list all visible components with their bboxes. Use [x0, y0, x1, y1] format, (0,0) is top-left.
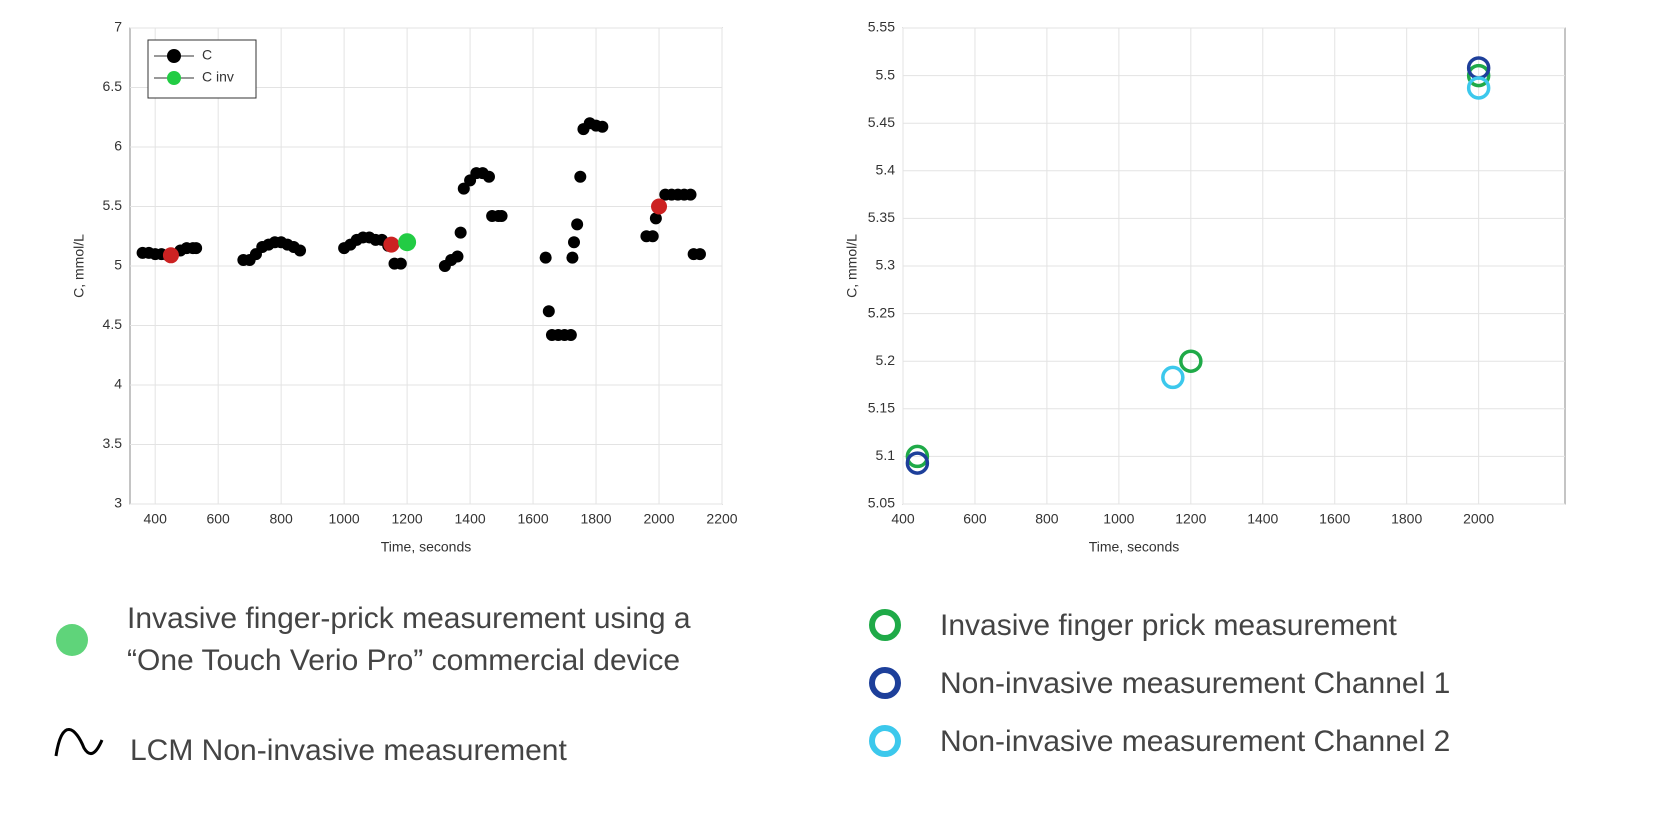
y-axis-label: C, mmol/L [71, 234, 87, 298]
legend-marker [167, 71, 181, 85]
legend-marker [869, 725, 901, 757]
x-axis-label: Time, seconds [381, 539, 472, 555]
x-axis-label: Time, seconds [1089, 539, 1180, 555]
caption-marker [54, 728, 104, 757]
data-point [1466, 76, 1491, 100]
data-point [539, 251, 552, 264]
x-tick-label: 1600 [1319, 511, 1350, 527]
x-tick-label: 1400 [1247, 511, 1278, 527]
x-tick-label: 400 [144, 511, 168, 527]
x-tick-label: 1000 [1103, 511, 1134, 527]
data-point [1466, 63, 1491, 88]
data-point [398, 233, 417, 252]
x-tick-label: 1000 [329, 511, 360, 527]
y-tick-label: 6 [114, 138, 122, 154]
data-point [383, 236, 400, 253]
data-point [571, 218, 584, 231]
data-point [684, 188, 697, 201]
caption-text: “One Touch Verio Pro” commercial device [127, 644, 680, 677]
x-tick-label: 1400 [455, 511, 486, 527]
y-tick-label: 3 [114, 495, 122, 511]
data-point [1161, 365, 1185, 390]
data-point [693, 248, 706, 261]
y-tick-label: 3.5 [103, 435, 123, 451]
data-point [162, 247, 179, 264]
y-tick-label: 4 [114, 376, 122, 392]
data-point [651, 198, 668, 215]
legend-label: Invasive finger prick measurement [940, 609, 1398, 642]
data-point [495, 210, 508, 223]
y-tick-label: 5.1 [876, 447, 896, 463]
legend-label: Non-invasive measurement Channel 1 [940, 667, 1450, 700]
data-point [566, 251, 579, 264]
y-tick-label: 4.5 [103, 316, 123, 332]
legend-box [147, 39, 257, 99]
caption-text: LCM Non-invasive measurement [130, 734, 567, 767]
data-point [457, 182, 470, 195]
y-tick-label: 5.5 [103, 197, 123, 213]
x-tick-label: 2200 [706, 511, 737, 527]
data-point [454, 226, 467, 239]
data-point [294, 244, 307, 257]
legend-marker [869, 609, 901, 641]
data-point [542, 305, 555, 318]
y-tick-label: 5.25 [868, 304, 895, 320]
x-tick-label: 1800 [1391, 511, 1422, 527]
data-point [451, 250, 464, 263]
x-tick-label: 800 [1035, 511, 1059, 527]
y-tick-label: 5.05 [868, 495, 895, 511]
caption-text: Invasive finger-prick measurement using … [127, 602, 691, 635]
legend-label: C inv [202, 69, 234, 85]
y-tick-label: 5.3 [876, 257, 896, 273]
x-tick-label: 2000 [1463, 511, 1494, 527]
x-tick-label: 600 [206, 511, 230, 527]
x-tick-label: 400 [891, 511, 915, 527]
data-point [649, 212, 662, 225]
caption-marker [56, 624, 88, 656]
y-tick-label: 5 [114, 257, 122, 273]
y-tick-label: 5.4 [876, 162, 896, 178]
data-point [574, 170, 587, 183]
data-point [1179, 349, 1203, 373]
y-tick-label: 5.5 [876, 66, 896, 82]
x-tick-label: 1200 [392, 511, 423, 527]
y-tick-label: 6.5 [103, 78, 123, 94]
legend-label: Non-invasive measurement Channel 2 [940, 725, 1450, 758]
y-tick-label: 5.2 [876, 352, 896, 368]
data-point [905, 451, 930, 475]
x-tick-label: 1200 [1175, 511, 1206, 527]
y-tick-label: 5.55 [868, 19, 895, 35]
x-tick-label: 1600 [517, 511, 548, 527]
data-point [190, 242, 203, 255]
data-point [646, 230, 659, 243]
x-tick-label: 600 [963, 511, 987, 527]
y-axis-label: C, mmol/L [844, 234, 860, 298]
y-tick-label: 5.45 [868, 114, 895, 130]
data-point [482, 170, 495, 183]
data-point [905, 444, 930, 469]
x-tick-label: 2000 [643, 511, 674, 527]
x-tick-label: 800 [269, 511, 293, 527]
data-point [596, 120, 609, 133]
legend-marker [869, 667, 901, 699]
x-tick-label: 1800 [580, 511, 611, 527]
y-tick-label: 7 [114, 19, 122, 35]
legend-label: C [202, 47, 212, 63]
data-point [564, 329, 577, 342]
data-point [394, 257, 407, 270]
data-point [568, 236, 580, 249]
legend-marker [167, 49, 181, 63]
y-tick-label: 5.15 [868, 400, 895, 416]
y-tick-label: 5.35 [868, 209, 895, 225]
